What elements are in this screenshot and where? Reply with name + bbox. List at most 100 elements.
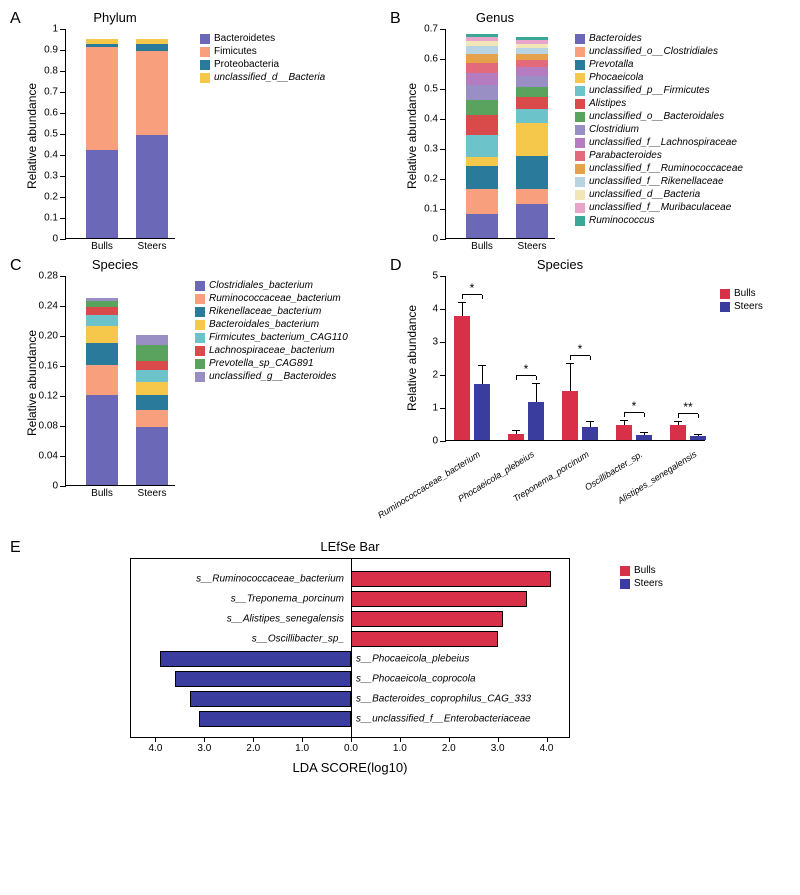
panel-c-legend: Clostridiales_bacteriumRuminococcaceae_b… [195,279,348,383]
seg [516,189,548,204]
seg [86,343,118,366]
panel-d-legend: BullsSteers [720,287,763,313]
seg [136,345,168,362]
panel-e-legend: BullsSteers [620,564,663,590]
legend-swatch [575,73,585,83]
legend-text: Parabacteroides [589,149,662,162]
bar-steers [136,39,168,238]
legend-item: Steers [620,577,663,590]
bar-steers [528,402,544,440]
legend-item: Parabacteroides [575,149,743,162]
panel-e-plot: 4.03.02.01.00.01.02.03.04.0s__Ruminococc… [130,558,570,738]
panel-a: A Phylum Relative abundance 00.10.20.30.… [10,10,390,239]
lefse-bar [175,671,351,687]
seg [86,307,118,315]
seg [466,189,498,215]
row-1: A Phylum Relative abundance 00.10.20.30.… [10,10,790,239]
seg [136,370,168,381]
legend-swatch [200,60,210,70]
legend-swatch [195,281,205,291]
bar-steers [636,435,652,440]
panel-a-title: Phylum [50,10,180,25]
legend-swatch [575,99,585,109]
seg [516,204,548,239]
legend-swatch [575,164,585,174]
legend-text: Proteobacteria [214,58,279,71]
seg [136,427,168,486]
legend-text: Bacteroidetes [214,32,275,45]
lefse-bar [351,611,503,627]
lefse-label: s__Alistipes_senegalensis [227,614,350,625]
legend-swatch [195,346,205,356]
panel-e-label: E [10,539,21,557]
seg [136,44,168,51]
legend-item: Lachnospiraceae_bacterium [195,344,348,357]
legend-text: Phocaeicola [589,71,643,84]
bar-bulls [454,316,470,440]
seg [136,361,168,370]
bar-steers [516,37,548,238]
legend-swatch [195,333,205,343]
legend-item: unclassified_f__Lachnospiraceae [575,136,743,149]
legend-swatch [575,138,585,148]
legend-text: Prevotalla [589,58,633,71]
lefse-bar [199,711,351,727]
legend-swatch [195,359,205,369]
legend-swatch [575,47,585,57]
legend-item: Steers [720,300,763,313]
legend-item: unclassified_o__Clostridiales [575,45,743,58]
panel-d-label: D [390,257,402,275]
legend-item: unclassified_g__Bacteroides [195,370,348,383]
legend-text: unclassified_o__Bacteroidales [589,110,724,123]
bar-bulls [86,298,118,486]
legend-swatch [575,112,585,122]
legend-item: Alistipes [575,97,743,110]
seg [466,46,498,54]
row-2: C Species Relative abundance 00.040.080.… [10,257,790,521]
seg [516,76,548,87]
legend-swatch [195,307,205,317]
bar-steers [690,436,706,440]
bar-bulls [508,434,524,440]
legend-swatch [575,151,585,161]
legend-item: Bacteroidales_bacterium [195,318,348,331]
legend-item: Fimicutes [200,45,325,58]
panel-b: B Genus Relative abundance 00.10.20.30.4… [390,10,790,239]
legend-text: unclassified_o__Clostridiales [589,45,718,58]
legend-swatch [575,177,585,187]
seg [516,109,548,123]
lefse-label: s__unclassified_f__Enterobacteriaceae [350,714,531,725]
lefse-label: s__Bacteroides_coprophilus_CAG_333 [350,694,531,705]
panel-a-legend: BacteroidetesFimicutesProteobacteriauncl… [200,32,325,84]
legend-text: Bacteroidales_bacterium [209,318,319,331]
lefse-label: s__Oscillibacter_sp_ [252,634,350,645]
panel-c-plot: 00.040.080.120.160.200.240.28BullsSteers [65,276,175,486]
seg [86,395,118,485]
seg [86,365,118,395]
seg [466,100,498,115]
legend-swatch [200,73,210,83]
panel-b-plot: 00.10.20.30.40.50.60.7BullsSteers [445,29,555,239]
panel-b-legend: Bacteroidesunclassified_o__Clostridiales… [575,32,743,227]
legend-swatch [575,86,585,96]
legend-text: Firmicutes_bacterium_CAG110 [209,331,348,344]
legend-text: Fimicutes [214,45,257,58]
legend-swatch [575,216,585,226]
seg [466,166,498,189]
legend-text: Ruminococcaceae_bacterium [209,292,341,305]
legend-swatch [575,203,585,213]
panel-e-title: LEfSe Bar [130,539,570,554]
legend-item: Bacteroides [575,32,743,45]
legend-swatch [200,34,210,44]
legend-item: unclassified_f__Muribaculaceae [575,201,743,214]
legend-item: unclassified_o__Bacteroidales [575,110,743,123]
legend-text: Prevotella_sp_CAG891 [209,357,314,370]
legend-item: Ruminococcaceae_bacterium [195,292,348,305]
legend-item: unclassified_f__Rikenellaceae [575,175,743,188]
seg [136,51,168,135]
legend-item: Clostridiales_bacterium [195,279,348,292]
legend-swatch [200,47,210,57]
panel-c: C Species Relative abundance 00.040.080.… [10,257,390,521]
legend-text: unclassified_f__Muribaculaceae [589,201,731,214]
panel-c-ylabel: Relative abundance [25,330,39,436]
